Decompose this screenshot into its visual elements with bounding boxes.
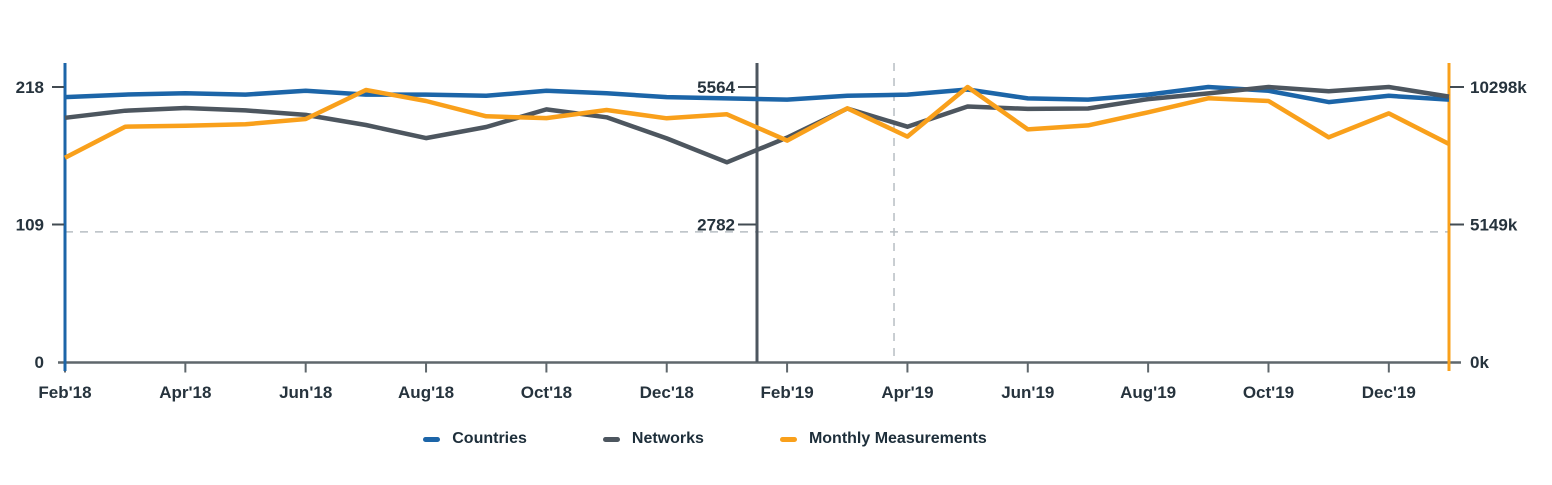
x-axis-tick-label: Dec'19 bbox=[1362, 383, 1416, 402]
left-axis-tick-label: 0 bbox=[35, 353, 44, 372]
series-line-networks bbox=[64, 84, 1450, 165]
legend-swatch-monthly-measurements bbox=[779, 436, 797, 442]
legend-label: Countries bbox=[452, 430, 527, 447]
right-axis-tick-label: 0k bbox=[1470, 353, 1489, 372]
x-axis-tick-label: Aug'19 bbox=[1120, 383, 1176, 402]
right-axis-tick-label: 10298k bbox=[1470, 78, 1527, 97]
legend-item-countries[interactable]: Countries bbox=[423, 430, 527, 448]
multi-axis-line-chart: Feb'18 Apr'18 Jun'18 Aug'18 Oct'18 Dec'18 Feb'… bbox=[16, 63, 1527, 402]
chart-legend: Countries Networks Monthly Measurements bbox=[0, 427, 1552, 451]
x-axis-tick-label: Oct'19 bbox=[1243, 383, 1294, 402]
left-axis-tick-label: 109 bbox=[16, 215, 44, 234]
legend-label: Monthly Measurements bbox=[808, 430, 987, 447]
x-axis-tick-label: Oct'18 bbox=[521, 383, 572, 402]
legend-swatch-networks bbox=[602, 436, 620, 442]
left-axis-tick-label: 218 bbox=[16, 78, 44, 97]
right-axis-tick-label: 5149k bbox=[1470, 215, 1518, 234]
x-axis-tick-label: Apr'18 bbox=[159, 383, 211, 402]
series-line-monthly-measurements bbox=[63, 84, 1451, 160]
legend-label: Networks bbox=[631, 430, 704, 447]
x-axis-tick-label: Jun'18 bbox=[279, 383, 332, 402]
x-axis-tick-label: Aug'18 bbox=[398, 383, 454, 402]
x-axis-tick-label: Feb'18 bbox=[38, 383, 91, 402]
x-axis-tick-label: Jun'19 bbox=[1001, 383, 1054, 402]
x-axis-tick-label: Dec'18 bbox=[640, 383, 694, 402]
legend-swatch-countries bbox=[423, 436, 441, 442]
x-axis-tick-label: Apr'19 bbox=[881, 383, 933, 402]
series-line-countries bbox=[64, 84, 1450, 105]
center-axis-tick-label: 2782 bbox=[697, 215, 735, 234]
legend-item-monthly-measurements[interactable]: Monthly Measurements bbox=[779, 430, 987, 448]
legend-item-networks[interactable]: Networks bbox=[602, 430, 704, 448]
x-axis-tick-label: Feb'19 bbox=[760, 383, 813, 402]
center-axis-tick-label: 5564 bbox=[697, 78, 735, 97]
